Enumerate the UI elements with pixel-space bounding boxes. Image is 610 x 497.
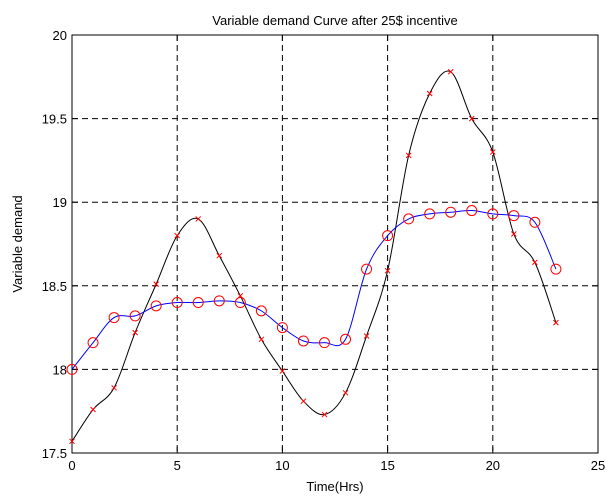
x-tick-label: 10 bbox=[275, 458, 289, 473]
series-1-point bbox=[90, 406, 96, 413]
series-1-point bbox=[195, 216, 202, 222]
series-1-point bbox=[69, 438, 75, 445]
series-2-point bbox=[192, 297, 204, 309]
x-tick-label: 0 bbox=[68, 458, 75, 473]
grid-lines bbox=[72, 35, 598, 453]
series-2-point bbox=[487, 208, 499, 220]
series-1-point bbox=[216, 252, 223, 259]
series-2-point bbox=[508, 210, 520, 222]
y-tick-label: 19 bbox=[53, 195, 67, 210]
series-1-point bbox=[279, 368, 286, 374]
y-tick-label: 18.5 bbox=[42, 279, 67, 294]
series-1-point bbox=[321, 411, 328, 418]
series-2-point bbox=[108, 312, 120, 324]
series-2-point bbox=[234, 297, 246, 309]
series-1-point bbox=[426, 90, 433, 97]
series-1-point bbox=[468, 115, 475, 122]
plot-area bbox=[71, 34, 599, 454]
series-1-point bbox=[153, 281, 160, 287]
series-1-point bbox=[510, 231, 517, 237]
series-2-point bbox=[550, 263, 562, 275]
y-tick-label: 18 bbox=[53, 362, 67, 377]
series-1-point bbox=[363, 333, 370, 339]
series-2-point bbox=[255, 305, 267, 317]
series-1-point bbox=[258, 336, 265, 343]
series-2-point bbox=[466, 205, 478, 217]
series-1-point bbox=[447, 68, 454, 75]
series-2-point bbox=[150, 300, 162, 312]
y-tick-label: 17.5 bbox=[42, 446, 67, 461]
series-1-point bbox=[384, 267, 391, 274]
x-tick-label: 25 bbox=[591, 458, 605, 473]
series-2-point bbox=[340, 333, 352, 345]
series-2-point bbox=[445, 206, 457, 218]
series-2-line bbox=[71, 210, 557, 370]
series-2-point bbox=[403, 213, 415, 225]
series-1-point bbox=[174, 232, 181, 239]
y-tick-label: 20 bbox=[53, 28, 67, 43]
series-1-point bbox=[405, 152, 412, 159]
series-1-point bbox=[342, 389, 349, 396]
series-1-point bbox=[111, 384, 117, 391]
x-axis-label: Time(Hrs) bbox=[306, 479, 363, 494]
series-1-point bbox=[489, 149, 496, 155]
series-2-point bbox=[382, 230, 394, 242]
series-1-point bbox=[553, 319, 559, 326]
series-2-point bbox=[66, 363, 78, 375]
series-2-point bbox=[529, 216, 541, 228]
series-1-point bbox=[300, 398, 307, 405]
series-2-point bbox=[276, 322, 288, 334]
y-axis-label: Variable demand bbox=[10, 195, 25, 292]
x-tick-label: 20 bbox=[486, 458, 500, 473]
series-2-point bbox=[424, 208, 436, 220]
series-2-point bbox=[361, 263, 373, 275]
series-2-point bbox=[318, 337, 330, 349]
series-2-point bbox=[87, 337, 99, 349]
y-tick-label: 19.5 bbox=[42, 112, 67, 127]
series-1 bbox=[69, 68, 559, 445]
chart-title: Variable demand Curve after 25$ incentiv… bbox=[212, 13, 457, 28]
series-2-point bbox=[213, 295, 225, 307]
series-1-point bbox=[532, 259, 538, 266]
series-2-point bbox=[129, 310, 141, 322]
tick-marks bbox=[71, 34, 599, 454]
data-series bbox=[66, 68, 562, 445]
series-2 bbox=[66, 205, 562, 375]
series-1-point bbox=[132, 329, 138, 336]
series-2-point bbox=[297, 335, 309, 347]
tick-labels: 0 5 10 15 20 25 17.5 18 18.5 19 19.5 20 bbox=[42, 28, 606, 473]
x-tick-label: 15 bbox=[380, 458, 394, 473]
series-2-point bbox=[171, 297, 183, 309]
x-tick-label: 5 bbox=[174, 458, 181, 473]
